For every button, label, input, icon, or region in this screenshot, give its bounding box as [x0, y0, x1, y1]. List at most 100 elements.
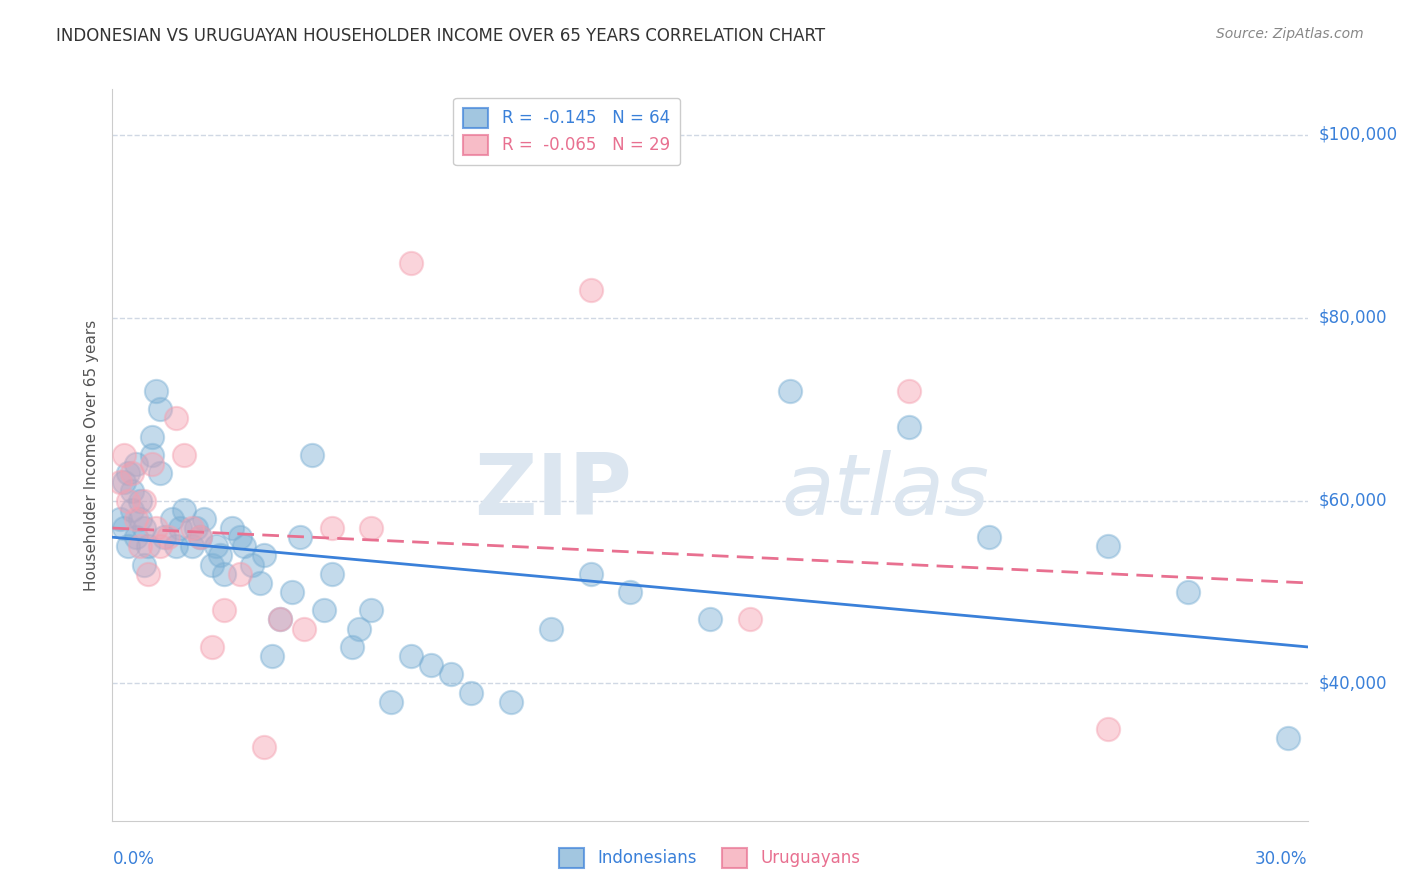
Point	[977, 530, 1000, 544]
Point	[138, 539, 160, 553]
Point	[321, 521, 343, 535]
Point	[110, 475, 132, 490]
Point	[121, 502, 143, 516]
Point	[1097, 539, 1119, 553]
Point	[1277, 731, 1299, 746]
Point	[212, 566, 235, 581]
Text: 0.0%: 0.0%	[112, 850, 155, 868]
Point	[221, 521, 243, 535]
Point	[117, 493, 139, 508]
Text: atlas: atlas	[782, 450, 990, 533]
Point	[440, 667, 463, 681]
Point	[460, 685, 482, 699]
Point	[145, 521, 167, 535]
Point	[540, 622, 562, 636]
Point	[1097, 723, 1119, 737]
Point	[121, 466, 143, 480]
Point	[149, 539, 172, 553]
Point	[340, 640, 363, 654]
Point	[699, 612, 721, 626]
Point	[165, 539, 187, 553]
Point	[125, 530, 148, 544]
Point	[188, 530, 211, 544]
Point	[181, 539, 204, 553]
Point	[114, 521, 135, 535]
Point	[201, 640, 224, 654]
Y-axis label: Householder Income Over 65 years: Householder Income Over 65 years	[83, 319, 98, 591]
Point	[165, 411, 187, 425]
Text: Source: ZipAtlas.com: Source: ZipAtlas.com	[1216, 27, 1364, 41]
Point	[229, 530, 252, 544]
Point	[619, 585, 641, 599]
Point	[129, 493, 152, 508]
Point	[420, 658, 443, 673]
Point	[301, 448, 323, 462]
Point	[125, 457, 148, 471]
Point	[281, 585, 304, 599]
Point	[898, 420, 921, 434]
Point	[173, 502, 195, 516]
Text: INDONESIAN VS URUGUAYAN HOUSEHOLDER INCOME OVER 65 YEARS CORRELATION CHART: INDONESIAN VS URUGUAYAN HOUSEHOLDER INCO…	[56, 27, 825, 45]
Point	[253, 740, 276, 755]
Point	[145, 384, 167, 398]
Point	[149, 402, 172, 417]
Point	[141, 429, 163, 443]
Point	[288, 530, 311, 544]
Point	[129, 539, 152, 553]
Legend: Indonesians, Uruguayans: Indonesians, Uruguayans	[550, 838, 870, 878]
Point	[233, 539, 256, 553]
Point	[253, 549, 276, 563]
Point	[117, 466, 139, 480]
Point	[779, 384, 801, 398]
Point	[141, 448, 163, 462]
Point	[269, 612, 291, 626]
Text: ZIP: ZIP	[475, 450, 633, 533]
Point	[349, 622, 371, 636]
Text: $40,000: $40,000	[1319, 674, 1388, 692]
Point	[193, 512, 215, 526]
Point	[499, 695, 522, 709]
Point	[212, 603, 235, 617]
Point	[162, 512, 183, 526]
Point	[292, 622, 315, 636]
Point	[114, 448, 135, 462]
Point	[141, 457, 163, 471]
Point	[114, 475, 135, 490]
Point	[360, 603, 382, 617]
Point	[380, 695, 402, 709]
Point	[138, 566, 160, 581]
Point	[260, 649, 283, 664]
Text: 30.0%: 30.0%	[1256, 850, 1308, 868]
Point	[157, 530, 180, 544]
Point	[579, 566, 602, 581]
Point	[579, 284, 602, 298]
Point	[208, 549, 231, 563]
Point	[1177, 585, 1199, 599]
Point	[360, 521, 382, 535]
Point	[134, 521, 156, 535]
Point	[134, 558, 156, 572]
Point	[169, 521, 191, 535]
Point	[121, 484, 143, 499]
Point	[110, 512, 132, 526]
Point	[125, 512, 148, 526]
Point	[173, 448, 195, 462]
Point	[321, 566, 343, 581]
Point	[134, 493, 156, 508]
Point	[401, 649, 423, 664]
Point	[149, 466, 172, 480]
Point	[201, 558, 224, 572]
Point	[269, 612, 291, 626]
Point	[186, 521, 208, 535]
Text: $60,000: $60,000	[1319, 491, 1388, 509]
Point	[240, 558, 263, 572]
Point	[898, 384, 921, 398]
Point	[249, 576, 271, 591]
Point	[738, 612, 761, 626]
Point	[117, 539, 139, 553]
Point	[205, 539, 228, 553]
Point	[129, 512, 152, 526]
Text: $100,000: $100,000	[1319, 126, 1398, 144]
Point	[181, 521, 204, 535]
Point	[188, 530, 211, 544]
